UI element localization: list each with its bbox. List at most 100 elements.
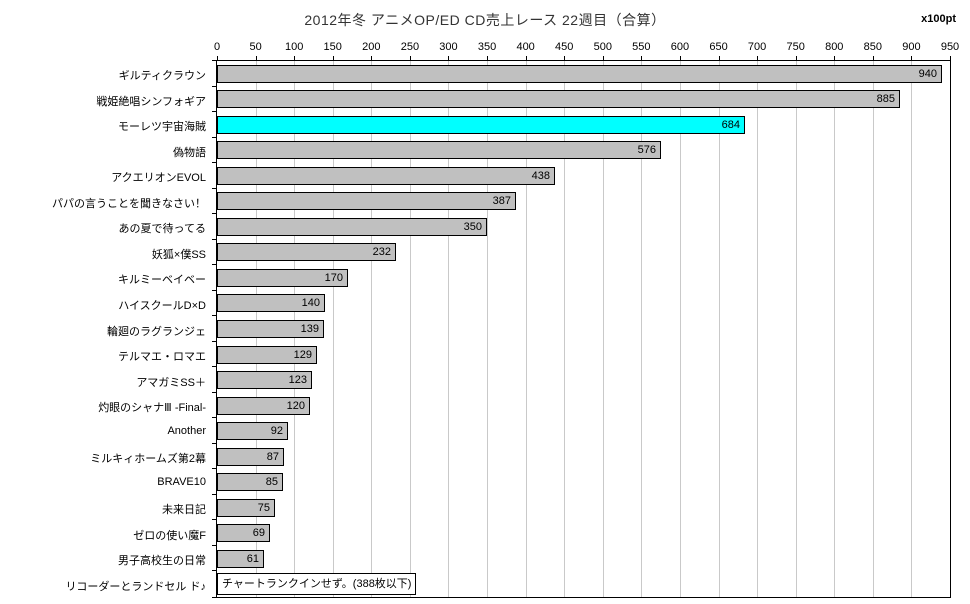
bar-value-label: 123 xyxy=(288,374,307,387)
x-axis-tick-label: 950 xyxy=(940,41,960,53)
category-label: 妖狐×僕SS xyxy=(151,248,206,261)
bar: 350 xyxy=(217,217,487,236)
gridline xyxy=(371,61,373,597)
bar-value-label: 85 xyxy=(265,476,278,489)
no-rank-annotation: チャートランクインせず。(388枚以下) xyxy=(217,573,417,596)
y-axis-tick-mark xyxy=(212,239,217,240)
bar: 438 xyxy=(217,166,555,185)
gridline xyxy=(872,61,874,597)
gridline xyxy=(409,61,411,597)
gridline xyxy=(679,61,681,597)
bar: 123 xyxy=(217,371,312,390)
y-axis-tick-mark xyxy=(212,315,217,316)
y-axis-tick-mark xyxy=(212,162,217,163)
bar: 92 xyxy=(217,422,288,441)
bar-value-label: 576 xyxy=(637,144,656,157)
x-axis-tick-label: 800 xyxy=(825,41,844,53)
x-axis-tick-label: 450 xyxy=(555,41,574,53)
chart-title: 2012年冬 アニメOP/ED CD売上レース 22週目（合算） xyxy=(304,12,666,28)
y-axis-tick-mark xyxy=(212,86,217,87)
x-axis-tick-mark xyxy=(255,56,257,60)
x-axis-tick-mark xyxy=(409,56,411,60)
x-axis-tick-mark xyxy=(217,56,218,60)
category-label: ゼロの使い魔F xyxy=(133,529,206,542)
x-axis-tick-mark xyxy=(834,56,836,60)
bar-value-label: 438 xyxy=(531,169,550,182)
bar: 576 xyxy=(217,141,661,160)
y-axis-tick-mark xyxy=(212,341,217,342)
bar-value-label: 940 xyxy=(918,67,937,80)
bar-value-label: 170 xyxy=(324,271,343,284)
bar: 87 xyxy=(217,447,284,466)
bar: 232 xyxy=(217,243,396,262)
y-axis-tick-mark xyxy=(212,417,217,418)
x-axis-tick-label: 900 xyxy=(902,41,921,53)
bar-value-label: 120 xyxy=(286,399,305,412)
bar-value-label: 92 xyxy=(270,425,283,438)
unit-label: x100pt xyxy=(921,13,956,25)
category-label: アクエリオンEVOL xyxy=(111,172,206,185)
y-axis-tick-mark xyxy=(212,188,217,189)
gridline xyxy=(718,61,720,597)
y-axis-tick-mark xyxy=(212,443,217,444)
x-axis-tick-label: 550 xyxy=(632,41,651,53)
x-axis-tick-mark xyxy=(448,56,450,60)
category-label: BRAVE10 xyxy=(157,475,206,488)
bar-highlighted: 684 xyxy=(217,115,745,134)
gridline xyxy=(564,61,566,597)
gridline xyxy=(332,61,334,597)
category-label: ハイスクールD×D xyxy=(118,299,206,312)
category-label: 偽物語 xyxy=(173,146,206,159)
x-axis-tick-mark xyxy=(679,56,681,60)
category-label: 灼眼のシャナⅢ -Final- xyxy=(98,402,206,415)
bar: 75 xyxy=(217,498,275,517)
x-axis-tick-label: 600 xyxy=(670,41,690,53)
x-axis-tick-mark xyxy=(332,56,334,60)
gridline xyxy=(487,61,489,597)
x-axis-tick-mark xyxy=(371,56,373,60)
bar-value-label: 350 xyxy=(463,220,482,233)
category-label: リコーダーとランドセル ド♪ xyxy=(65,580,206,593)
y-axis-tick-mark xyxy=(212,545,217,546)
x-axis-tick-label: 850 xyxy=(863,41,883,53)
x-axis-tick-label: 200 xyxy=(362,41,381,53)
x-axis-tick-mark xyxy=(757,56,759,60)
bar: 129 xyxy=(217,345,317,364)
x-axis-tick-label: 250 xyxy=(400,41,420,53)
bar: 940 xyxy=(217,64,942,83)
x-axis-tick-label: 650 xyxy=(709,41,728,53)
bar: 140 xyxy=(217,294,325,313)
x-axis-tick-label: 750 xyxy=(786,41,805,53)
gridline xyxy=(757,61,759,597)
y-axis-tick-mark xyxy=(212,392,217,393)
y-axis-tick-mark xyxy=(212,111,217,112)
bar: 885 xyxy=(217,90,900,109)
y-axis-tick-mark xyxy=(212,264,217,265)
gridline xyxy=(834,61,836,597)
category-label: ギルティクラウン xyxy=(118,70,206,83)
category-label: モーレツ宇宙海賊 xyxy=(118,121,206,134)
y-axis-tick-mark xyxy=(212,468,217,469)
gridline xyxy=(795,61,797,597)
bar: 120 xyxy=(217,396,310,415)
x-axis-tick-mark xyxy=(950,56,951,60)
plot-area: 940 885 684 576 438 387 350 232 170 140 139 129 123 1… xyxy=(216,60,951,598)
x-axis-tick-label: 300 xyxy=(439,41,458,53)
y-axis-tick-mark xyxy=(212,290,217,291)
y-axis-tick-mark xyxy=(212,570,217,571)
category-label: アマガミSS＋ xyxy=(136,376,206,389)
x-axis-tick-mark xyxy=(602,56,604,60)
x-axis-tick-label: 350 xyxy=(477,41,497,53)
gridline xyxy=(525,61,527,597)
category-label: Another xyxy=(167,424,206,437)
bar: 61 xyxy=(217,549,264,568)
category-label: ミルキィホームズ第2幕 xyxy=(90,453,206,466)
bar: 387 xyxy=(217,192,516,211)
y-axis-tick-mark xyxy=(212,597,217,598)
bar: 139 xyxy=(217,320,324,338)
category-label: 未来日記 xyxy=(162,504,206,517)
bar-value-label: 140 xyxy=(301,297,320,310)
category-label: 戦姫絶唱シンフォギア xyxy=(96,95,206,108)
x-axis-tick-mark xyxy=(911,56,913,60)
bar-value-label: 139 xyxy=(300,323,319,335)
